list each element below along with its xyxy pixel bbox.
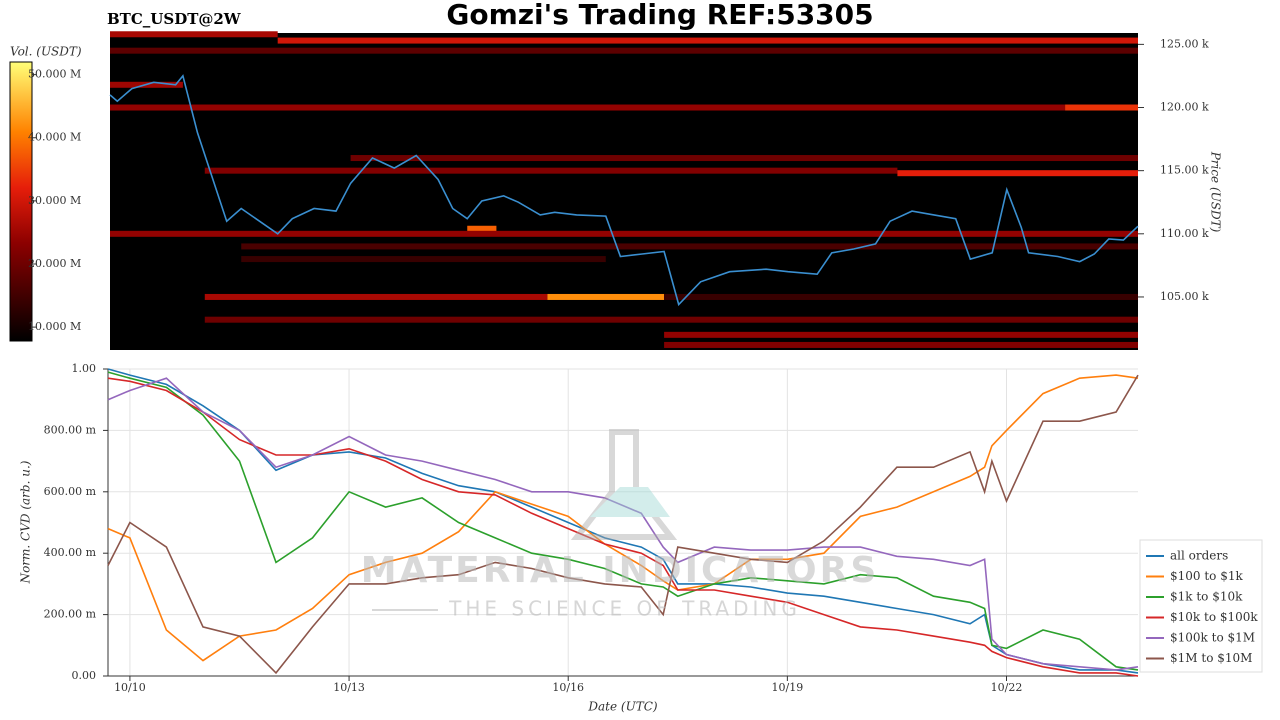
x-tick-label: 10/22 xyxy=(991,681,1023,694)
x-tick-label: 10/10 xyxy=(114,681,146,694)
liquidity-band xyxy=(664,293,1138,300)
y-tick-label: 1.00 xyxy=(72,362,97,375)
colorbar-tick-label: 20.000 M xyxy=(28,257,81,270)
liquidity-band xyxy=(277,37,1138,44)
liquidity-band xyxy=(110,104,1066,111)
y-tick-label: 105.00 k xyxy=(1160,290,1209,303)
cvd-line xyxy=(107,377,1139,671)
x-axis-label: Date (UTC) xyxy=(587,700,657,714)
x-tick-label: 10/13 xyxy=(333,681,365,694)
colorbar-tick-label: 30.000 M xyxy=(28,194,81,207)
y-tick-label: 200.00 m xyxy=(44,608,97,621)
chart-title: Gomzi's Trading REF:53305 xyxy=(446,0,873,31)
y-axis-label: Norm. CVD (arb. u.) xyxy=(19,460,33,584)
legend-label: $100 to $1k xyxy=(1170,569,1243,583)
liquidity-band xyxy=(350,155,1139,162)
y-tick-label: 800.00 m xyxy=(44,423,97,436)
y-tick-label: 110.00 k xyxy=(1160,227,1209,240)
legend-box xyxy=(1139,539,1263,673)
liquidity-band xyxy=(467,225,497,232)
watermark-logo xyxy=(372,429,678,611)
x-tick-label: 10/19 xyxy=(772,681,804,694)
liquidity-band xyxy=(547,293,665,300)
liquidity-band xyxy=(204,167,898,174)
cvd-line xyxy=(107,374,1139,675)
liquidity-band xyxy=(664,341,1138,348)
x-tick-label: 10/16 xyxy=(552,681,584,694)
legend-label: $1k to $10k xyxy=(1170,590,1243,604)
legend-label: $100k to $1M xyxy=(1170,631,1255,645)
liquidity-band xyxy=(204,293,548,300)
y-tick-label: 0.00 xyxy=(72,669,97,682)
liquidity-band xyxy=(897,170,1138,177)
liquidity-band xyxy=(204,316,1138,323)
colorbar xyxy=(9,61,33,342)
colorbar-tick-label: 50.000 M xyxy=(28,68,81,81)
legend-label: all orders xyxy=(1170,549,1228,563)
colorbar-tick-label: 10.000 M xyxy=(28,320,81,333)
y-axis-label: Price (USDT) xyxy=(1209,151,1223,233)
colorbar-tick-label: 40.000 M xyxy=(28,131,81,144)
liquidity-band xyxy=(110,47,1138,54)
y-tick-label: 120.00 k xyxy=(1160,101,1209,114)
legend-label: $1M to $10M xyxy=(1170,651,1252,665)
cvd-line xyxy=(107,374,1139,662)
liquidity-band xyxy=(110,31,278,38)
cvd-line xyxy=(107,371,1139,671)
liquidity-band xyxy=(664,331,1138,338)
watermark-title: MATERIAL INDICATORS xyxy=(361,550,880,591)
price-line xyxy=(109,74,1139,307)
liquidity-band xyxy=(110,230,1138,237)
y-tick-label: 115.00 k xyxy=(1160,164,1209,177)
y-tick-label: 600.00 m xyxy=(44,485,97,498)
watermark-subtitle: THE SCIENCE OF TRADING xyxy=(448,597,801,621)
liquidity-band xyxy=(241,243,1139,250)
cvd-plot: 0.00 200.00 m 400.00 m 600.00 m 800.00 m 1.00… xyxy=(44,362,1263,694)
y-tick-label: 400.00 m xyxy=(44,546,97,559)
legend-label: $10k to $100k xyxy=(1170,610,1258,624)
y-tick-label: 125.00 k xyxy=(1160,37,1209,50)
plot-background xyxy=(110,33,1138,350)
cvd-line xyxy=(107,377,1139,677)
chart-subtitle: BTC_USDT@2W xyxy=(107,10,242,28)
colorbar-label: Vol. (USDT) xyxy=(10,45,82,59)
liquidity-band xyxy=(1065,104,1138,111)
cvd-line xyxy=(107,368,1139,674)
liquidity-band xyxy=(241,256,606,263)
